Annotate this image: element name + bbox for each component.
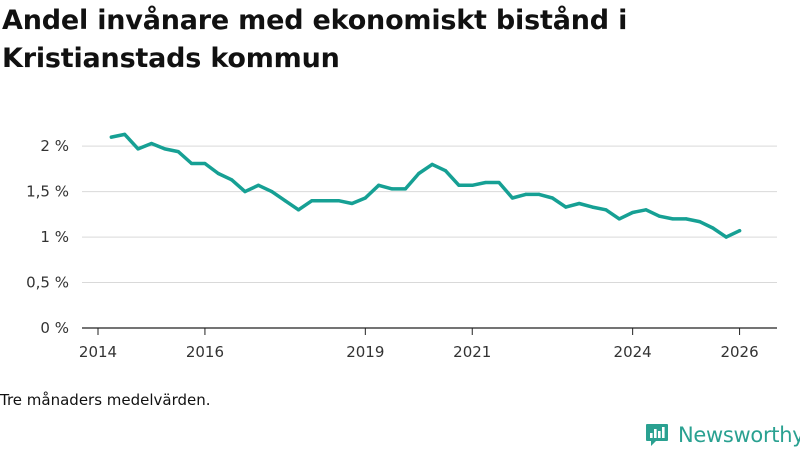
data-point bbox=[189, 161, 194, 166]
x-axis: 2014 2016 2019 2021 2024 2026 bbox=[79, 327, 777, 361]
data-point bbox=[550, 196, 555, 200]
brand-logo: Newsworthy bbox=[644, 420, 800, 450]
data-point bbox=[230, 178, 234, 182]
data-point bbox=[323, 199, 327, 203]
data-point bbox=[363, 196, 367, 200]
data-point bbox=[243, 190, 247, 194]
data-point bbox=[270, 190, 274, 194]
data-point bbox=[109, 135, 113, 139]
data-point bbox=[724, 235, 728, 239]
data-point bbox=[430, 162, 434, 166]
data-point bbox=[577, 201, 581, 206]
brand-name: Newsworthy bbox=[678, 423, 800, 447]
data-point bbox=[644, 208, 648, 212]
data-point bbox=[510, 196, 514, 200]
data-point bbox=[631, 210, 635, 215]
data-point bbox=[484, 180, 488, 185]
data-point bbox=[443, 169, 448, 173]
data-point bbox=[711, 226, 715, 230]
x-tick-label: 2016 bbox=[186, 343, 224, 361]
x-tick-label: 2019 bbox=[346, 343, 384, 361]
data-point bbox=[617, 217, 621, 221]
x-tick-label: 2021 bbox=[453, 343, 491, 361]
data-point bbox=[149, 141, 154, 146]
data-point bbox=[697, 220, 702, 224]
y-axis: 0 % 0,5 % 1 % 1,5 % 2 % bbox=[26, 137, 69, 337]
data-point bbox=[390, 187, 394, 191]
data-point bbox=[350, 201, 354, 206]
x-tick-label: 2014 bbox=[79, 343, 117, 361]
y-tick-label: 2 % bbox=[40, 137, 69, 155]
data-point bbox=[136, 147, 140, 151]
data-point bbox=[377, 183, 381, 187]
data-point bbox=[203, 161, 207, 166]
data-point bbox=[604, 208, 608, 212]
data-point bbox=[176, 150, 180, 154]
data-point bbox=[684, 217, 688, 221]
data-point bbox=[417, 171, 421, 176]
chart-title-line-2: Kristianstads kommun bbox=[2, 43, 340, 74]
data-point bbox=[163, 147, 167, 151]
bar-chart-logo-icon bbox=[646, 424, 668, 446]
series-group bbox=[109, 132, 742, 239]
data-point bbox=[336, 199, 341, 203]
chart-title-line-1: Andel invånare med ekonomiskt bistånd i bbox=[2, 5, 628, 36]
data-point bbox=[671, 217, 675, 221]
y-tick-label: 0 % bbox=[40, 319, 69, 337]
data-point bbox=[737, 229, 742, 233]
data-point bbox=[310, 199, 314, 203]
data-point bbox=[256, 183, 260, 187]
y-tick-label: 0,5 % bbox=[26, 274, 69, 292]
data-point bbox=[470, 183, 474, 187]
data-point bbox=[537, 192, 541, 196]
x-tick-label: 2026 bbox=[720, 343, 758, 361]
y-tick-label: 1 % bbox=[40, 228, 69, 246]
data-point bbox=[283, 199, 287, 203]
data-point bbox=[524, 192, 528, 196]
data-point bbox=[657, 214, 661, 218]
data-point bbox=[403, 187, 408, 191]
data-point bbox=[564, 205, 568, 209]
grid-lines bbox=[82, 145, 777, 284]
x-tick-label: 2024 bbox=[614, 343, 652, 361]
series-line bbox=[109, 132, 742, 239]
data-point bbox=[457, 183, 461, 187]
data-point bbox=[296, 208, 301, 212]
data-point bbox=[216, 171, 220, 176]
chart-title: Andel invånare med ekonomiskt bistånd i … bbox=[2, 2, 782, 78]
data-point bbox=[123, 132, 127, 136]
data-point bbox=[590, 205, 595, 209]
chart-note: Tre månaders medelvärden. bbox=[0, 391, 211, 409]
data-point bbox=[497, 180, 501, 185]
y-tick-label: 1,5 % bbox=[26, 183, 69, 201]
